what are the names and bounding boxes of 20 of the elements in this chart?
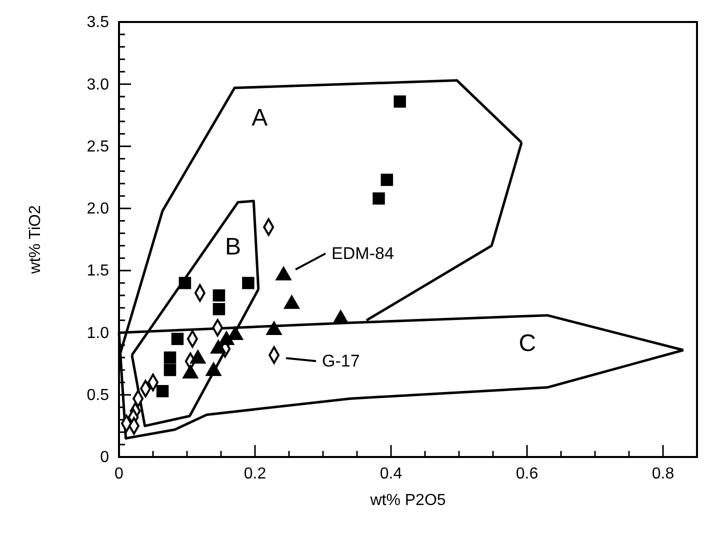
y-axis-title: wt% TiO2	[27, 205, 44, 275]
y-tick-label: 1.0	[86, 324, 110, 342]
x-tick-label: 0.8	[652, 465, 674, 482]
annotation: B	[224, 234, 242, 261]
annotation: C	[518, 330, 536, 357]
x-tick-label: 0.6	[516, 465, 538, 482]
y-tick-label: 3.0	[86, 76, 110, 94]
annotation: G-17	[322, 352, 360, 371]
y-tick-label: 2.5	[86, 138, 110, 156]
y-tick-label: 1.5	[86, 262, 110, 280]
x-tick-label: 0.4	[380, 465, 402, 482]
annotation: EDM-84	[332, 244, 394, 264]
y-tick-label: 2.0	[86, 200, 110, 218]
x-tick-label: 0	[114, 465, 124, 482]
x-axis-title: wt% P2O5	[369, 492, 446, 509]
y-tick-label: 0	[100, 449, 110, 466]
x-tick-label: 0.2	[244, 465, 266, 482]
y-tick-label: 3.5	[86, 14, 110, 32]
y-tick-label: 0.5	[86, 386, 110, 404]
annotation: A	[252, 104, 268, 132]
